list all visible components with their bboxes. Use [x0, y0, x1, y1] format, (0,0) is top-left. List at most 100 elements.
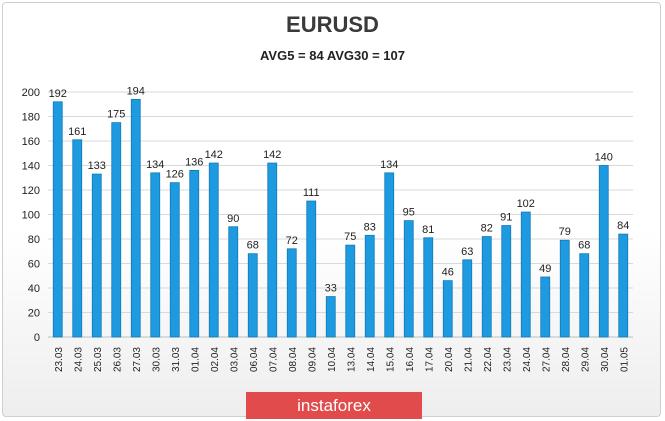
bar	[559, 239, 570, 338]
bar	[423, 237, 434, 338]
bar	[579, 253, 590, 338]
x-tick-label: 01.04	[190, 347, 201, 372]
x-tick-label: 08.04	[288, 347, 299, 372]
bar	[208, 162, 219, 338]
x-tick-label: 30.04	[600, 347, 611, 372]
x-tick-label: 20.04	[444, 347, 455, 372]
data-label: 142	[205, 149, 223, 161]
bar	[501, 225, 512, 338]
x-tick-label: 27.04	[541, 347, 552, 372]
data-label: 84	[617, 220, 629, 232]
data-label: 63	[461, 246, 473, 258]
x-tick-label: 24.03	[73, 347, 84, 372]
data-label: 68	[247, 240, 259, 252]
y-tick-label: 180	[22, 112, 40, 124]
bar	[111, 122, 122, 338]
y-tick-label: 160	[22, 136, 40, 148]
x-tick-label: 16.04	[405, 347, 416, 372]
x-tick-label: 23.04	[502, 347, 513, 372]
data-label: 95	[403, 207, 415, 219]
x-tick-label: 06.04	[249, 347, 260, 372]
bar	[325, 296, 336, 338]
y-tick-label: 140	[22, 161, 40, 173]
x-tick-label: 13.04	[346, 347, 357, 372]
y-tick-label: 20	[28, 308, 40, 320]
data-label: 75	[344, 231, 356, 243]
data-label: 136	[185, 156, 203, 168]
bar	[306, 200, 317, 338]
watermark-logo: instaforex	[246, 392, 422, 419]
data-label: 81	[422, 224, 434, 236]
bar	[247, 253, 258, 338]
data-label: 49	[539, 263, 551, 275]
x-tick-label: 03.04	[229, 347, 240, 372]
x-tick-label: 30.03	[151, 347, 162, 372]
data-label: 192	[49, 88, 67, 100]
bar	[267, 162, 278, 338]
bar	[481, 236, 492, 338]
y-tick-label: 0	[34, 332, 40, 344]
bar	[364, 234, 375, 338]
x-tick-label: 15.04	[385, 347, 396, 372]
x-tick-label: 27.03	[132, 347, 143, 372]
bar	[52, 101, 63, 338]
x-tick-label: 28.04	[561, 347, 572, 372]
data-label: 68	[578, 240, 590, 252]
x-tick-label: 29.04	[580, 347, 591, 372]
bar	[189, 169, 200, 338]
x-tick-label: 22.04	[483, 347, 494, 372]
data-label: 79	[559, 226, 571, 238]
x-tick-label: 01.05	[619, 347, 630, 372]
bar	[91, 173, 102, 338]
y-tick-label: 40	[28, 283, 40, 295]
y-tick-label: 200	[22, 87, 40, 99]
data-label: 33	[325, 283, 337, 295]
data-label: 91	[500, 212, 512, 224]
x-tick-label: 25.03	[93, 347, 104, 372]
x-tick-label: 14.04	[366, 347, 377, 372]
data-label: 72	[286, 235, 298, 247]
data-label: 46	[442, 267, 454, 279]
bar	[442, 280, 453, 338]
data-label: 90	[227, 213, 239, 225]
x-tick-label: 21.04	[463, 347, 474, 372]
data-label: 83	[364, 221, 376, 233]
x-tick-label: 24.04	[522, 347, 533, 372]
data-label: 111	[303, 187, 320, 199]
x-tick-label: 07.04	[268, 347, 279, 372]
data-label: 161	[68, 126, 86, 138]
x-tick-label: 17.04	[424, 347, 435, 372]
bar	[345, 244, 356, 338]
bar	[598, 165, 609, 338]
x-tick-label: 10.04	[327, 347, 338, 372]
x-tick-label: 02.04	[210, 347, 221, 372]
x-tick-label: 31.03	[171, 347, 182, 372]
bar	[462, 259, 473, 338]
data-label: 194	[127, 85, 145, 97]
bar	[403, 220, 414, 338]
data-label: 102	[517, 198, 535, 210]
x-tick-label: 09.04	[307, 347, 318, 372]
bar	[520, 211, 531, 338]
bar	[286, 248, 297, 338]
y-tick-label: 60	[28, 259, 40, 271]
bar	[228, 226, 239, 338]
data-label: 134	[380, 159, 398, 171]
bar	[618, 233, 629, 338]
data-label: 175	[107, 109, 125, 121]
x-tick-label: 26.03	[112, 347, 123, 372]
y-tick-label: 80	[28, 234, 40, 246]
chart-subtitle: AVG5 = 84 AVG30 = 107	[259, 48, 405, 63]
data-label: 142	[263, 149, 281, 161]
bar	[540, 276, 551, 338]
bar	[169, 182, 180, 338]
bar	[130, 98, 141, 338]
bar	[384, 172, 395, 338]
data-label: 82	[481, 223, 493, 235]
bar	[150, 172, 161, 338]
data-label: 126	[166, 169, 184, 181]
bar	[72, 139, 83, 338]
y-tick-label: 100	[22, 210, 40, 222]
data-label: 140	[595, 152, 613, 164]
